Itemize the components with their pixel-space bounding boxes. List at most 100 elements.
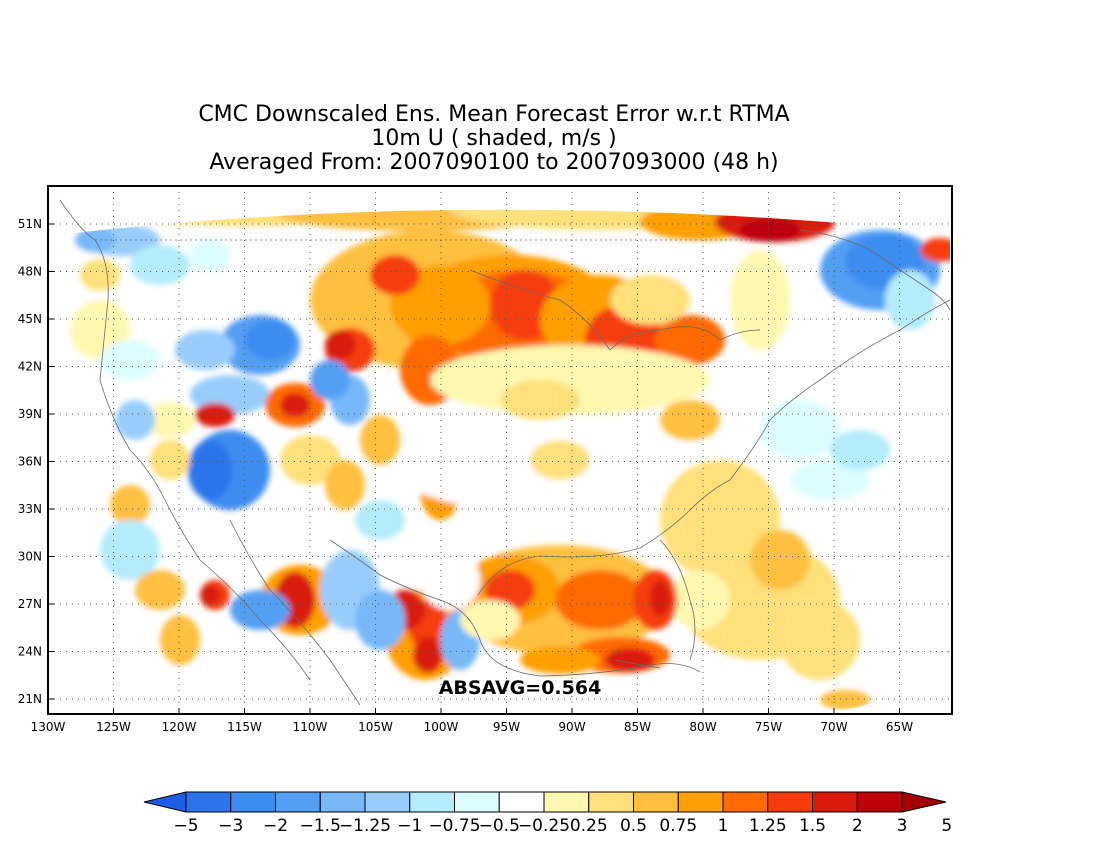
shade-patch-53 [400, 430, 640, 510]
colorbar-label: −1 [397, 816, 422, 836]
shade-patch-8 [130, 245, 190, 285]
shade-patch-87 [460, 600, 520, 640]
lon-tick-label: 130W [31, 720, 66, 734]
colorbar-swatch [185, 791, 232, 813]
shade-patch-65 [650, 580, 670, 616]
colorbar-swatch [454, 791, 500, 813]
axis-ticks: 130W 125W 120W 115W 110W 105W 100W 95W 90W 85W 80W… [18, 217, 913, 734]
shade-patch-44 [325, 460, 365, 510]
colorbar-swatch [364, 791, 411, 813]
lat-tick-label: 27N [18, 597, 42, 611]
colorbar-label: −3 [218, 816, 243, 836]
shade-patch-39 [188, 440, 232, 500]
lat-tick-label: 36N [18, 455, 42, 469]
colorbar-label: 1.25 [749, 816, 787, 836]
colorbar-swatch [812, 791, 858, 813]
colorbar-arrow-right [901, 791, 947, 813]
lat-tick-label: 24N [18, 645, 42, 659]
colorbar-label: 0.5 [620, 816, 647, 836]
shade-patch-10 [80, 259, 120, 291]
shade-patch-33 [325, 330, 355, 360]
shade-patch-90 [100, 340, 160, 380]
lon-tick-label: 100W [424, 720, 459, 734]
lon-tick-label: 105W [358, 720, 393, 734]
shade-patch-40 [115, 400, 155, 440]
shade-patch-23 [730, 250, 790, 350]
lat-tick-label: 48N [18, 265, 42, 279]
colorbar-label: −0.25 [518, 816, 570, 836]
colorbar-swatch [767, 791, 813, 813]
colorbar-swatch [319, 791, 366, 813]
shade-patch-45 [360, 415, 400, 465]
colorbar-swatch [543, 791, 590, 813]
shade-patch-26 [920, 238, 950, 262]
lat-tick-label: 42N [18, 360, 42, 374]
shade-patch-80 [355, 590, 405, 650]
shade-patch-86 [420, 550, 480, 610]
lon-tick-label: 80W [689, 720, 716, 734]
lon-tick-label: 85W [624, 720, 651, 734]
lat-tick-label: 45N [18, 312, 42, 326]
colorbar-swatch [722, 791, 769, 813]
colorbar: −5 −3 −2 −1.5−1.25 −1 −0.75−0.5−0.25 0.25 0.5 0.… [143, 791, 952, 836]
map-frame [47, 185, 953, 715]
colorbar-swatch [275, 791, 321, 813]
lon-tick-label: 70W [820, 720, 847, 734]
lon-tick-label: 65W [886, 720, 913, 734]
shade-patch-35 [280, 393, 310, 417]
shade-patch-76 [200, 585, 220, 605]
colorbar-swatch [230, 791, 276, 813]
shade-patch-58 [750, 530, 810, 590]
shade-patch-29 [245, 320, 295, 360]
absavg-label: ABSAVG=0.564 [439, 677, 602, 699]
shade-patch-67 [605, 648, 655, 672]
colorbar-label: 1.5 [799, 816, 826, 836]
shade-patch-5 [740, 218, 800, 242]
shade-patch-88 [820, 690, 870, 710]
shade-patch-77 [230, 590, 290, 630]
shade-patch-9 [190, 239, 230, 271]
shade-patch-22 [430, 345, 710, 415]
shade-patch-54 [530, 440, 590, 480]
shade-patch-52 [830, 430, 890, 470]
colorbar-label: 1 [718, 816, 729, 836]
shade-patch-16 [370, 255, 420, 295]
lat-tick-label: 51N [18, 217, 42, 231]
lat-tick-label: 33N [18, 502, 42, 516]
shade-patch-46 [355, 500, 405, 540]
shade-patch-48 [500, 380, 580, 420]
shade-patch-27 [885, 270, 935, 330]
colorbar-label: 5 [941, 816, 952, 836]
gridlines [48, 186, 952, 714]
title-line-1: CMC Downscaled Ens. Mean Forecast Error … [198, 102, 790, 127]
lat-tick-label: 39N [18, 407, 42, 421]
colorbar-label: 0.75 [659, 816, 697, 836]
shade-patch-63 [555, 570, 645, 630]
shade-patch-57 [780, 600, 860, 680]
lat-tick-label: 30N [18, 550, 42, 564]
shade-patch-30 [175, 330, 235, 370]
colorbar-label: −1.5 [300, 816, 341, 836]
colorbar-label: −0.75 [428, 816, 480, 836]
lon-tick-label: 115W [227, 720, 262, 734]
colorbar-label: 3 [897, 816, 908, 836]
lon-tick-label: 125W [96, 720, 131, 734]
shade-patch-36 [195, 403, 235, 427]
lon-tick-label: 110W [293, 720, 328, 734]
colorbar-label: −0.5 [479, 816, 520, 836]
colorbar-label: −2 [263, 816, 288, 836]
colorbar-swatch [677, 791, 724, 813]
lon-tick-label: 75W [755, 720, 782, 734]
shade-patch-59 [670, 570, 730, 630]
shade-patch-41 [110, 485, 150, 525]
lat-tick-label: 21N [18, 692, 42, 706]
colorbar-label: 2 [852, 816, 863, 836]
colorbar-swatch [633, 791, 679, 813]
colorbar-label: −1.25 [339, 816, 391, 836]
shade-patch-51 [790, 460, 870, 500]
shade-patch-82 [100, 520, 160, 580]
shaded-field [48, 209, 950, 710]
colorbar-label: −5 [173, 816, 198, 836]
shade-patch-71 [413, 637, 443, 673]
